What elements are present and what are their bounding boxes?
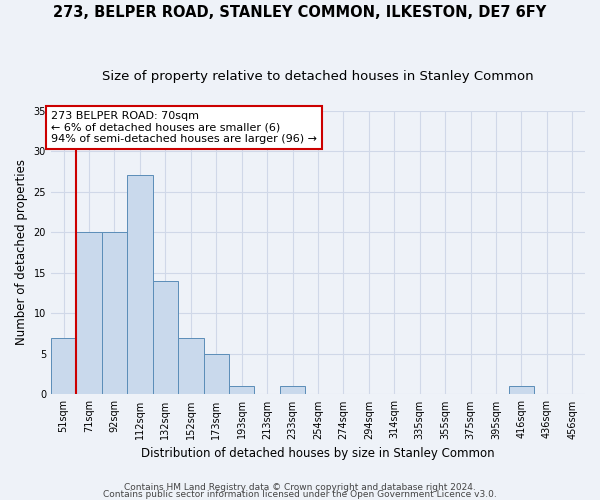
Text: 273 BELPER ROAD: 70sqm
← 6% of detached houses are smaller (6)
94% of semi-detac: 273 BELPER ROAD: 70sqm ← 6% of detached …	[51, 110, 317, 144]
Bar	[102, 232, 127, 394]
Bar	[76, 232, 102, 394]
Bar	[152, 281, 178, 394]
Text: 273, BELPER ROAD, STANLEY COMMON, ILKESTON, DE7 6FY: 273, BELPER ROAD, STANLEY COMMON, ILKEST…	[53, 5, 547, 20]
Bar	[127, 176, 152, 394]
Text: Contains HM Land Registry data © Crown copyright and database right 2024.: Contains HM Land Registry data © Crown c…	[124, 484, 476, 492]
Bar	[229, 386, 254, 394]
Bar	[178, 338, 203, 394]
Bar	[509, 386, 534, 394]
Title: Size of property relative to detached houses in Stanley Common: Size of property relative to detached ho…	[102, 70, 534, 83]
Text: Contains public sector information licensed under the Open Government Licence v3: Contains public sector information licen…	[103, 490, 497, 499]
X-axis label: Distribution of detached houses by size in Stanley Common: Distribution of detached houses by size …	[141, 447, 495, 460]
Bar	[51, 338, 76, 394]
Bar	[280, 386, 305, 394]
Bar	[203, 354, 229, 395]
Y-axis label: Number of detached properties: Number of detached properties	[15, 160, 28, 346]
